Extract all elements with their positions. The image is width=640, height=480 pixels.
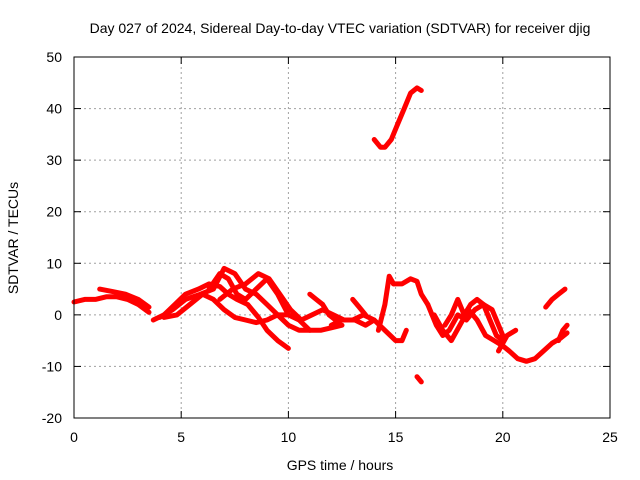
y-tick-label: 0 [54, 307, 62, 323]
series-track-a [71, 294, 152, 315]
y-axis-title: SDTVAR / TECUs [5, 182, 21, 294]
y-tick-label: 50 [46, 49, 62, 65]
series-track-i [328, 312, 409, 344]
series-track-j [350, 296, 369, 318]
x-tick-label: 0 [70, 429, 78, 445]
series-track-l [375, 273, 396, 333]
series-track-s [543, 286, 568, 310]
y-tick-label: 30 [46, 152, 62, 168]
grid [74, 57, 610, 418]
series-track-e [161, 291, 291, 326]
x-axis-title: GPS time / hours [287, 457, 394, 473]
chart-title: Day 027 of 2024, Sidereal Day-to-day VTE… [90, 20, 591, 36]
ticks [73, 56, 611, 419]
y-tick-label: 20 [46, 204, 62, 220]
x-tick-label: 10 [281, 429, 297, 445]
tick-labels: 0 5 10 15 20 25 -20 -10 0 10 20 30 40 50 [42, 49, 618, 445]
y-tick-label: -20 [42, 410, 62, 426]
series-track-q [442, 296, 506, 344]
y-tick-label: -10 [42, 358, 62, 374]
x-tick-label: 5 [177, 429, 185, 445]
y-tick-label: 40 [46, 101, 62, 117]
series-track-n [414, 374, 424, 385]
x-tick-label: 20 [495, 429, 511, 445]
series-track-b [97, 286, 152, 310]
series-track-k [371, 85, 424, 150]
series-track-d [157, 265, 313, 333]
x-tick-label: 15 [388, 429, 404, 445]
series-track-c [150, 281, 291, 351]
series-track-r [496, 327, 519, 354]
series-track-m [391, 276, 431, 307]
series-track-t [556, 322, 570, 344]
y-tick-label: 10 [46, 255, 62, 271]
series-layer [71, 85, 570, 385]
series-track-h [307, 291, 339, 323]
plot-frame [73, 56, 611, 419]
x-tick-label: 25 [602, 429, 618, 445]
